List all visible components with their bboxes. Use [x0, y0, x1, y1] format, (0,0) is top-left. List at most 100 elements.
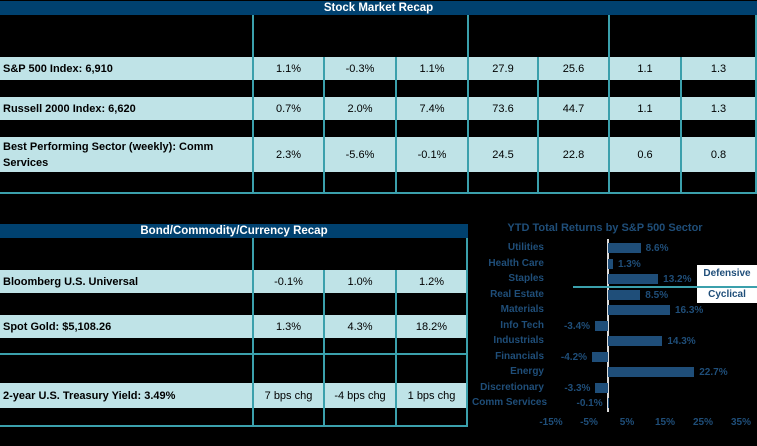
chart-value-label: 16.3% — [674, 305, 704, 316]
empty-cell — [0, 172, 252, 192]
chart-bar — [595, 320, 608, 331]
empty-cell — [252, 355, 323, 383]
chart-category-label: Materials — [500, 304, 544, 315]
value-cell: 18.2% — [395, 315, 468, 338]
empty-cell — [323, 293, 395, 315]
empty-cell — [467, 15, 608, 57]
empty-cell — [680, 172, 757, 192]
chart-category-label: Comm Services — [472, 397, 548, 408]
x-axis-tick-label: 5% — [619, 417, 635, 428]
value-cell: 2.0% — [323, 97, 395, 120]
table-spacer-row — [0, 80, 757, 97]
empty-cell — [0, 80, 252, 97]
chart-value-label: 8.6% — [645, 243, 669, 254]
empty-cell — [0, 15, 252, 57]
chart-category-label: Info Tech — [500, 319, 544, 331]
value-cell: 25.6 — [537, 57, 608, 80]
empty-cell — [252, 338, 323, 353]
empty-cell — [395, 80, 467, 97]
chart-bar — [608, 336, 663, 346]
empty-cell — [323, 338, 395, 353]
empty-cell — [395, 120, 467, 137]
value-cell: 1.1% — [252, 57, 323, 80]
ytd-sector-returns-chart: YTD Total Returns by S&P 500 Sector Util… — [472, 215, 757, 446]
value-cell: -0.1% — [395, 137, 467, 172]
bond-commodity-currency-table: Bond/Commodity/Currency Recap Bloomberg … — [0, 224, 468, 427]
value-cell: -0.3% — [323, 57, 395, 80]
empty-cell — [537, 120, 608, 137]
axis-zero-line — [607, 239, 609, 412]
chart-category-label: Financials — [495, 350, 544, 362]
empty-cell — [323, 120, 395, 137]
value-cell: 1.0% — [323, 270, 395, 293]
empty-cell — [252, 172, 323, 192]
value-cell: 0.6 — [608, 137, 680, 172]
empty-cell — [323, 408, 395, 425]
x-axis-tick-label: -5% — [580, 417, 598, 428]
table-spacer-row — [0, 172, 757, 194]
table-data-row: S&P 500 Index: 6,910 1.1% -0.3% 1.1% 27.9 25.… — [0, 57, 757, 80]
chart-category-label: Health Care — [488, 257, 544, 269]
chart-bar — [608, 305, 670, 315]
empty-cell — [467, 172, 537, 192]
value-cell: 1.3 — [680, 57, 757, 80]
value-cell: 1.1% — [395, 57, 467, 80]
stock-table-title: Stock Market Recap — [0, 1, 757, 15]
table-data-row: Best Performing Sector (weekly): Comm Se… — [0, 137, 757, 172]
value-cell: 27.9 — [467, 57, 537, 80]
chart-bar — [608, 367, 695, 377]
empty-cell — [323, 80, 395, 97]
table-data-row: Spot Gold: $5,108.26 1.3% 4.3% 18.2% — [0, 315, 468, 338]
empty-cell — [323, 172, 395, 192]
chart-category-label: Discretionary — [480, 381, 544, 393]
value-cell: 4.3% — [323, 315, 395, 338]
x-axis-tick-label: 35% — [730, 417, 751, 428]
table-header-row — [0, 15, 757, 57]
chart-bar — [608, 289, 641, 300]
chart-bar — [608, 274, 659, 284]
chart-value-label: -3.4% — [563, 320, 591, 332]
empty-cell — [395, 172, 467, 192]
empty-cell — [680, 80, 757, 97]
empty-cell — [680, 120, 757, 137]
empty-cell — [608, 172, 680, 192]
empty-cell — [0, 338, 252, 353]
stock-table-body: S&P 500 Index: 6,910 1.1% -0.3% 1.1% 27.9 25.… — [0, 15, 757, 194]
x-axis-tick-label: 25% — [692, 417, 713, 428]
sector-group-annotation: Defensive Cyclical — [697, 265, 757, 303]
value-cell: 1 bps chg — [395, 383, 468, 408]
value-cell: 7.4% — [395, 97, 467, 120]
empty-cell — [395, 355, 468, 383]
chart-category-label: Real Estate — [490, 288, 544, 300]
value-cell: -0.1% — [252, 270, 323, 293]
value-cell: 0.8 — [680, 137, 757, 172]
row-label-cell: Bloomberg U.S. Universal — [0, 270, 252, 293]
chart-category-label: Staples — [508, 273, 544, 284]
table-spacer-row — [0, 293, 468, 315]
bond-table-title: Bond/Commodity/Currency Recap — [0, 224, 468, 238]
chart-category-label: Energy — [510, 366, 544, 377]
value-cell: 1.2% — [395, 270, 468, 293]
empty-cell — [537, 172, 608, 192]
value-cell: 1.3% — [252, 315, 323, 338]
chart-bar — [595, 382, 608, 393]
value-cell: 1.1 — [608, 97, 680, 120]
table-spacer-row — [0, 355, 468, 383]
chart-bar — [592, 351, 608, 362]
empty-cell — [537, 80, 608, 97]
value-cell: 73.6 — [467, 97, 537, 120]
chart-value-label: 13.2% — [663, 274, 692, 285]
value-cell: 2.3% — [252, 137, 323, 172]
empty-cell — [608, 15, 757, 57]
annotation-defensive-label: Defensive — [703, 268, 751, 279]
empty-cell — [252, 120, 323, 137]
value-cell: 0.7% — [252, 97, 323, 120]
bond-table-body: Bloomberg U.S. Universal -0.1% 1.0% 1.2% Spo… — [0, 238, 468, 427]
empty-cell — [252, 408, 323, 425]
chart-bar — [608, 258, 613, 269]
empty-cell — [395, 338, 468, 353]
empty-cell — [252, 238, 468, 270]
row-label-cell: Spot Gold: $5,108.26 — [0, 315, 252, 338]
chart-category-label: Utilities — [507, 242, 544, 253]
empty-cell — [252, 15, 467, 57]
